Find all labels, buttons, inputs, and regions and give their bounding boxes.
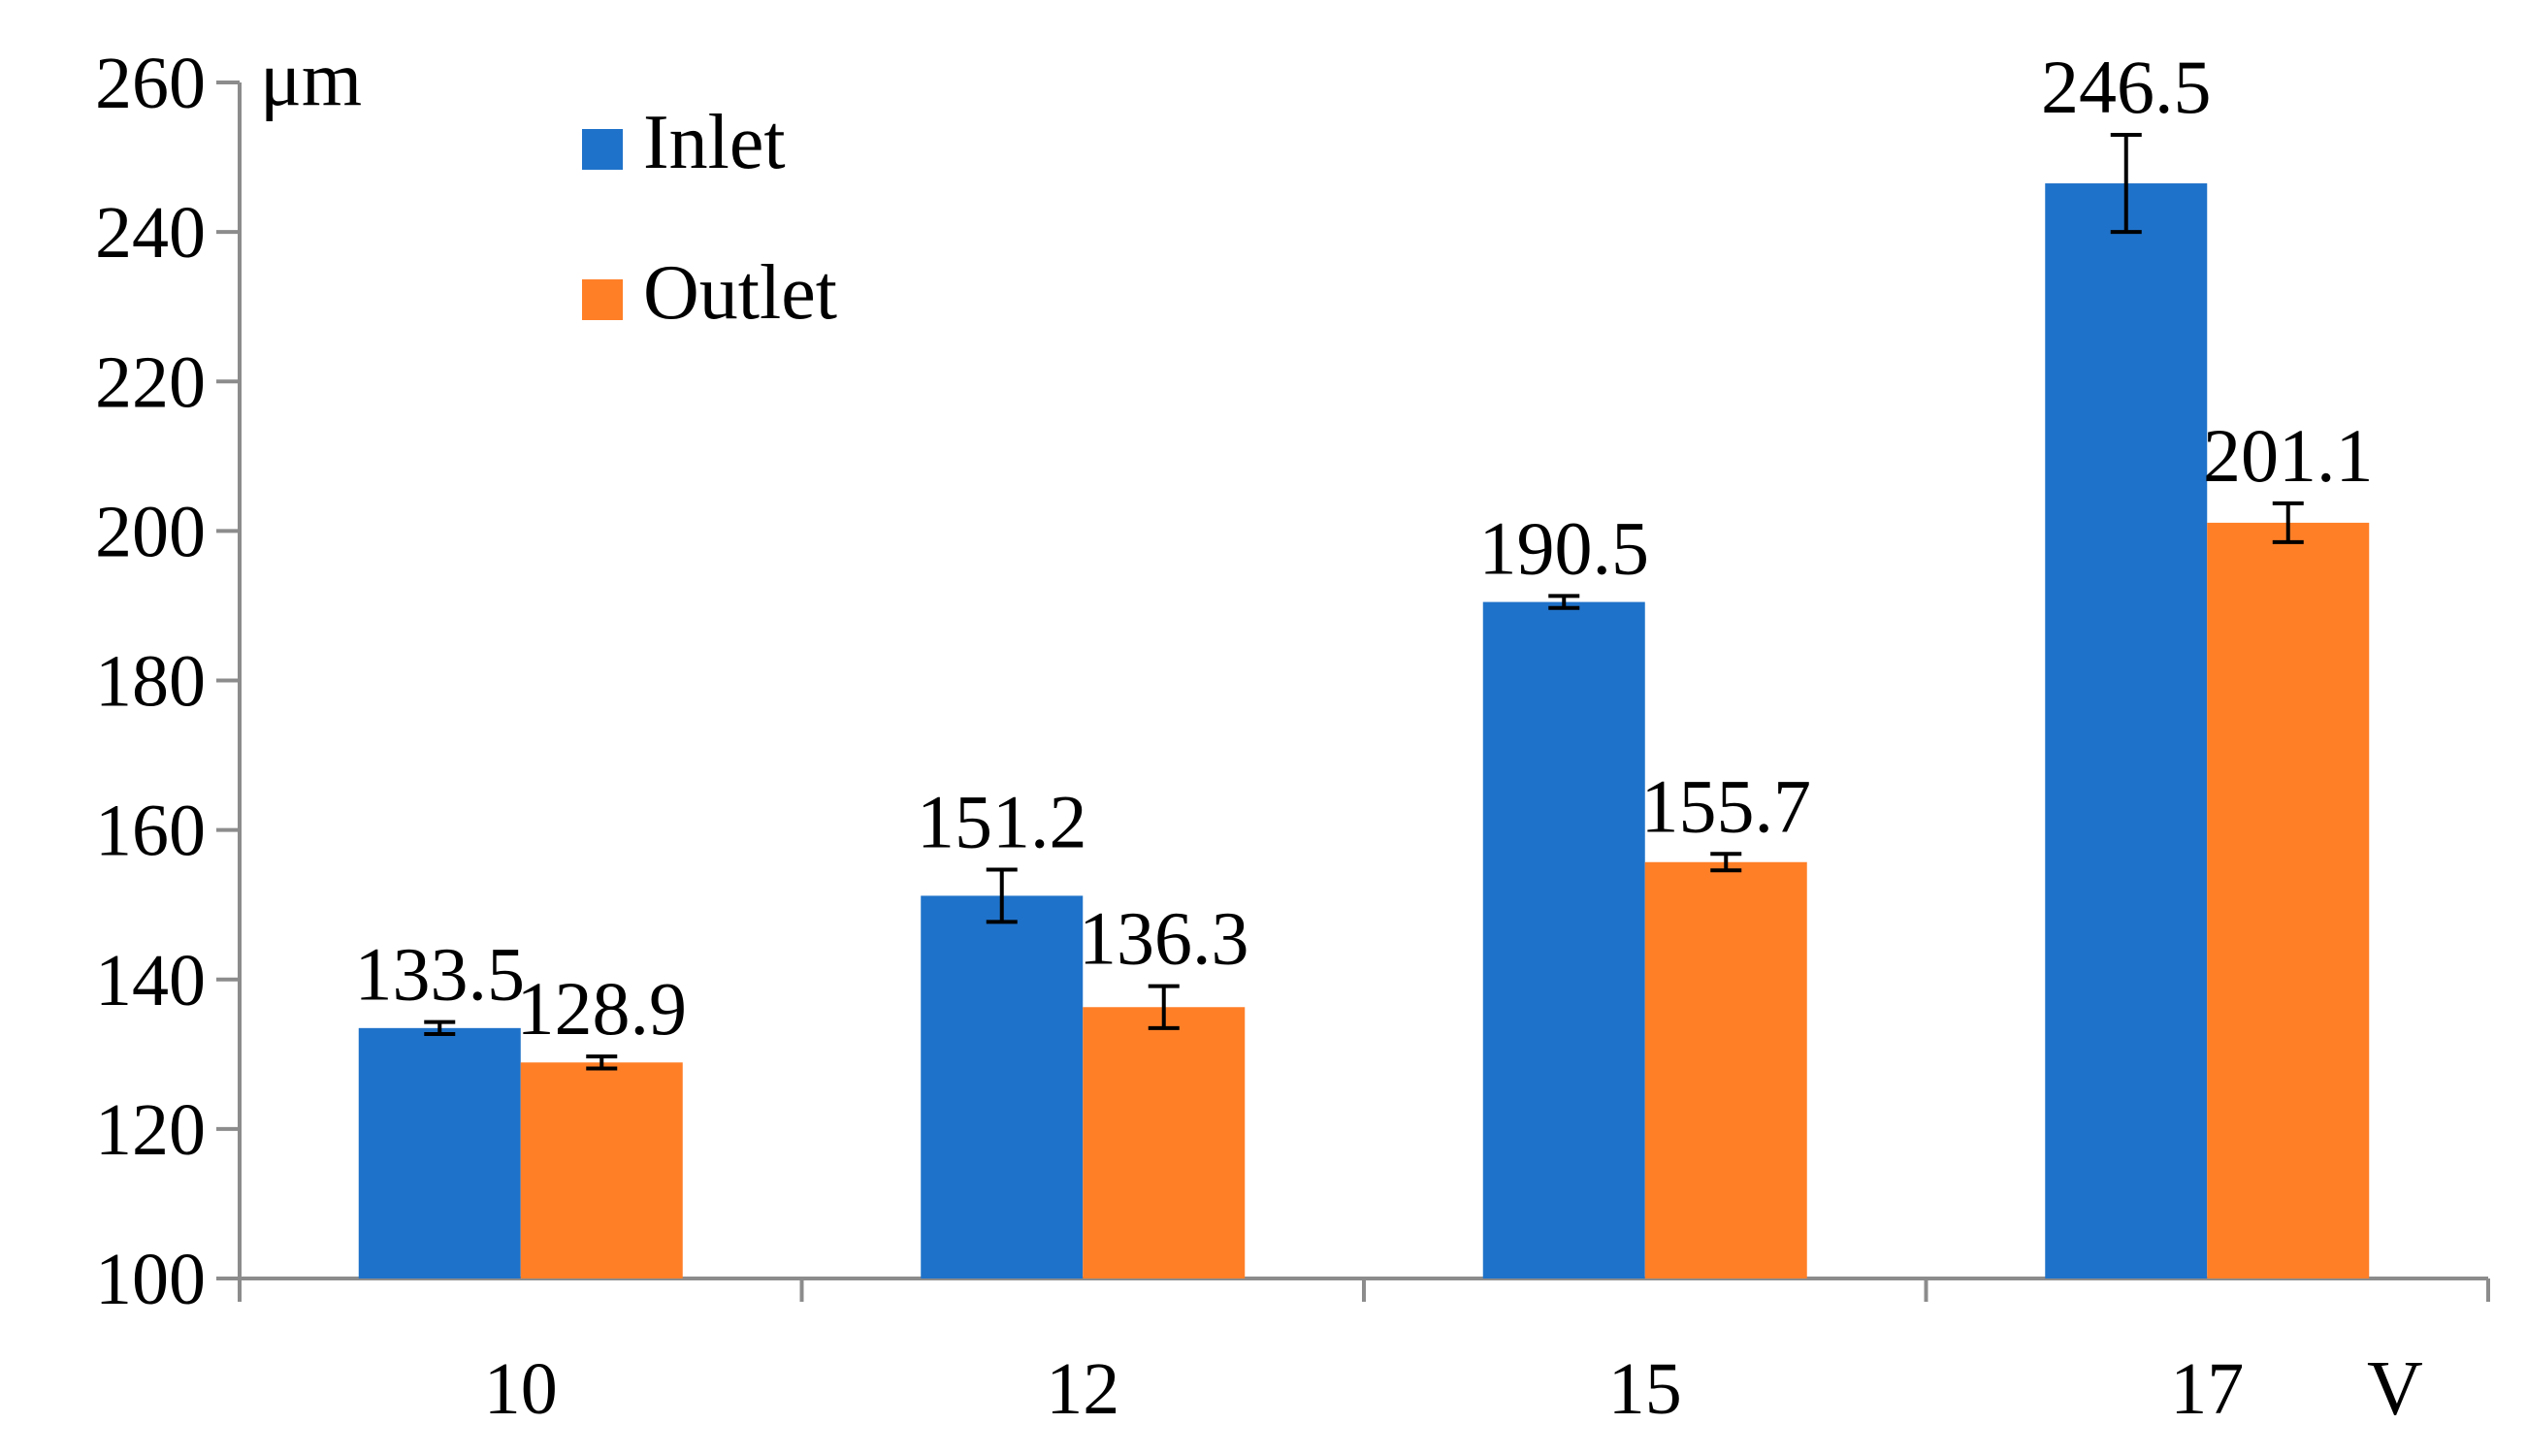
y-tick-label: 120 bbox=[95, 1089, 206, 1171]
x-axis-unit-label: V bbox=[2367, 1346, 2423, 1432]
data-label-inlet-12: 151.2 bbox=[917, 779, 1087, 863]
y-tick-label: 160 bbox=[95, 791, 206, 872]
legend-swatch-outlet bbox=[582, 279, 623, 320]
bars-layer bbox=[358, 183, 2370, 1278]
y-tick-label: 240 bbox=[95, 192, 206, 274]
bar-outlet-15 bbox=[1644, 861, 1807, 1278]
legend-swatch-inlet bbox=[582, 129, 623, 170]
x-tick-label: 15 bbox=[1608, 1348, 1682, 1430]
bar-outlet-17 bbox=[2207, 522, 2370, 1278]
y-axis-unit-label: μm bbox=[260, 37, 362, 122]
data-label-outlet-12: 136.3 bbox=[1079, 896, 1249, 981]
y-tick-label: 180 bbox=[95, 641, 206, 723]
y-tick-label: 100 bbox=[95, 1239, 206, 1320]
data-label-outlet-17: 201.1 bbox=[2203, 413, 2374, 498]
x-tick-label: 17 bbox=[2170, 1348, 2244, 1430]
legend: Inlet Outlet bbox=[582, 100, 837, 336]
y-tick-label: 200 bbox=[95, 491, 206, 572]
y-tick-label: 220 bbox=[95, 341, 206, 423]
data-label-inlet-15: 190.5 bbox=[1479, 505, 1650, 590]
legend-label-outlet: Outlet bbox=[643, 250, 837, 336]
bar-outlet-12 bbox=[1083, 1007, 1246, 1278]
bar-inlet-10 bbox=[358, 1027, 521, 1278]
data-label-inlet-17: 246.5 bbox=[2041, 45, 2212, 129]
x-tick-label: 12 bbox=[1046, 1348, 1119, 1430]
bar-inlet-12 bbox=[921, 895, 1084, 1278]
error-bars-layer bbox=[424, 132, 2304, 1071]
bar-inlet-17 bbox=[2045, 183, 2208, 1278]
bar-inlet-15 bbox=[1482, 601, 1645, 1278]
y-tick-label: 260 bbox=[95, 43, 206, 124]
legend-label-inlet: Inlet bbox=[643, 100, 786, 185]
data-label-outlet-15: 155.7 bbox=[1641, 763, 1812, 848]
y-tick-label: 140 bbox=[95, 940, 206, 1021]
bar-outlet-10 bbox=[520, 1062, 683, 1278]
data-label-inlet-10: 133.5 bbox=[355, 932, 526, 1017]
axes-layer: 100 120 140 160 180 200 220 240 260 10 12 15 17 bbox=[95, 43, 2490, 1430]
data-label-outlet-10: 128.9 bbox=[517, 966, 688, 1051]
x-tick-label: 10 bbox=[484, 1348, 558, 1430]
